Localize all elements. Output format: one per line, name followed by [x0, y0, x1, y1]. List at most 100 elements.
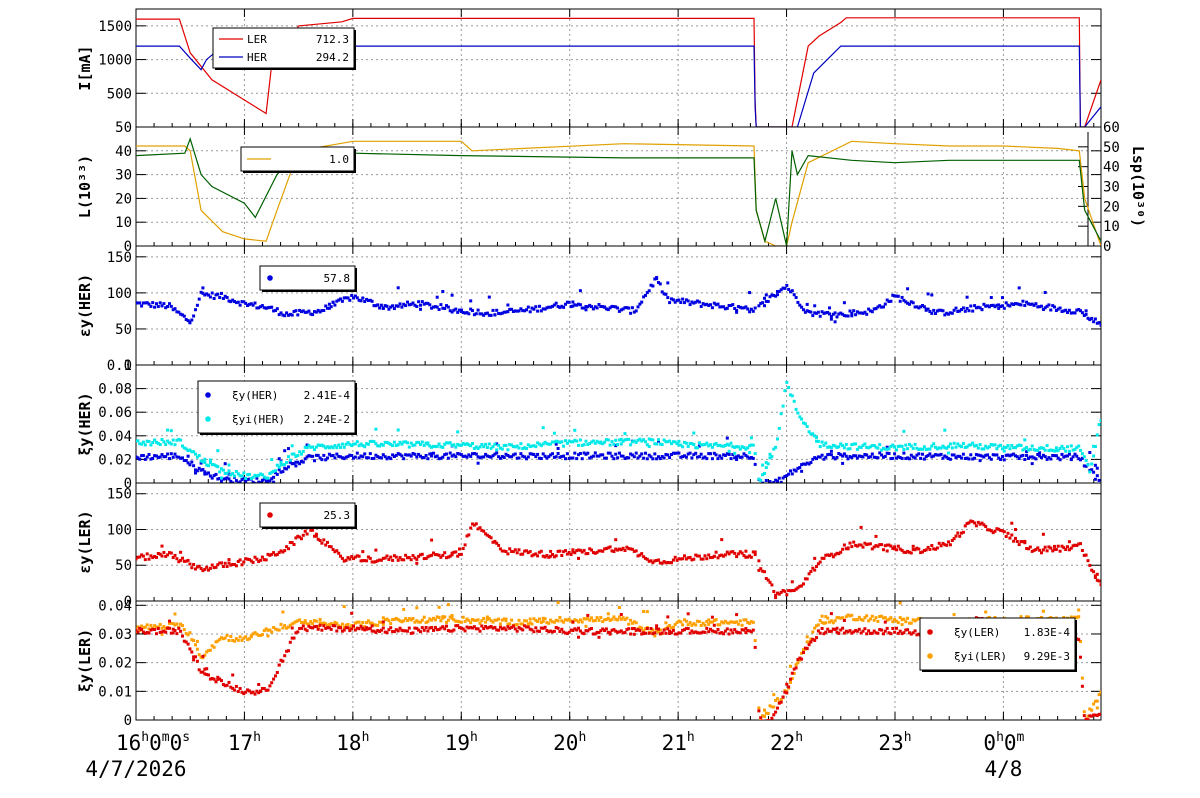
data-point: [221, 468, 225, 472]
data-point: [205, 673, 209, 676]
data-point: [826, 553, 830, 557]
data-point: [419, 553, 422, 557]
data-point: [287, 465, 290, 469]
data-point: [504, 628, 508, 632]
data-point: [506, 310, 510, 314]
data-point: [736, 552, 740, 556]
data-point: [203, 653, 207, 657]
data-point: [904, 551, 908, 554]
data-point: [287, 313, 290, 317]
data-point: [841, 616, 845, 620]
data-point: [290, 541, 294, 545]
data-point: [679, 631, 683, 635]
data-point: [1017, 286, 1021, 290]
data-point: [790, 671, 794, 675]
data-point: [465, 442, 469, 446]
data-point: [841, 444, 845, 448]
data-point: [424, 557, 428, 560]
data-point: [203, 672, 207, 676]
data-point: [221, 565, 225, 568]
data-point: [443, 615, 447, 619]
data-point: [448, 629, 452, 633]
data-point: [136, 301, 140, 305]
data-point: [458, 547, 461, 551]
data-point: [298, 462, 302, 466]
data-point: [182, 628, 186, 632]
data-point: [266, 306, 270, 310]
legend-frame: [197, 380, 356, 434]
data-point: [504, 619, 508, 623]
data-point: [374, 548, 378, 552]
data-point: [446, 305, 450, 309]
data-point: [984, 525, 988, 528]
data-point: [344, 455, 348, 459]
data-point: [439, 619, 443, 623]
data-point: [675, 632, 679, 636]
data-point: [770, 583, 774, 587]
data-point: [1040, 551, 1043, 555]
data-point: [166, 553, 170, 557]
data-point: [398, 440, 402, 444]
data-point: [978, 443, 982, 447]
data-point: [1060, 544, 1064, 548]
data-point: [445, 556, 448, 560]
data-point: [731, 631, 735, 635]
data-point: [469, 526, 473, 530]
data-point: [619, 308, 623, 312]
data-point: [608, 632, 612, 636]
data-point: [1082, 464, 1086, 468]
data-point: [448, 309, 452, 313]
data-point: [316, 443, 320, 447]
data-point: [772, 447, 776, 451]
data-point: [686, 444, 690, 448]
data-point: [1040, 446, 1043, 450]
data-point: [406, 453, 409, 457]
data-point: [1001, 529, 1004, 533]
data-point: [789, 677, 792, 681]
data-point: [932, 547, 936, 551]
data-point: [593, 619, 597, 622]
data-point: [339, 554, 342, 558]
data-point: [686, 623, 690, 627]
data-point: [768, 295, 772, 299]
data-point: [398, 452, 402, 456]
data-point: [660, 443, 664, 447]
data-point: [433, 445, 437, 449]
data-point: [141, 454, 145, 457]
data-point: [281, 470, 285, 474]
data-point: [658, 457, 662, 461]
data-point: [1092, 702, 1096, 706]
data-point: [781, 404, 785, 408]
data-point: [482, 445, 486, 449]
data-point: [619, 437, 623, 441]
data-point: [1069, 546, 1073, 550]
data-point: [831, 443, 835, 447]
data-point: [547, 442, 551, 446]
data-point: [374, 442, 378, 446]
data-point: [575, 303, 579, 307]
data-point: [1054, 547, 1058, 551]
data-point: [532, 453, 536, 456]
data-point: [578, 289, 582, 293]
data-point: [1056, 307, 1060, 311]
data-point: [513, 309, 517, 313]
data-point: [283, 549, 287, 553]
data-point: [450, 629, 454, 633]
data-point: [870, 547, 874, 551]
data-point: [476, 461, 480, 465]
data-point: [952, 613, 956, 617]
data-point: [865, 453, 869, 457]
data-point: [941, 456, 945, 460]
y-tick-label: 0.08: [98, 382, 132, 398]
data-point: [181, 556, 184, 560]
data-point: [657, 455, 660, 459]
data-point: [197, 653, 201, 657]
data-point: [1099, 419, 1101, 422]
data-point: [260, 687, 264, 690]
data-point: [244, 301, 248, 305]
y-tick-label: 50: [115, 558, 132, 574]
data-point: [969, 304, 973, 308]
data-point: [153, 438, 157, 442]
data-point: [950, 446, 954, 450]
data-point: [859, 631, 863, 635]
